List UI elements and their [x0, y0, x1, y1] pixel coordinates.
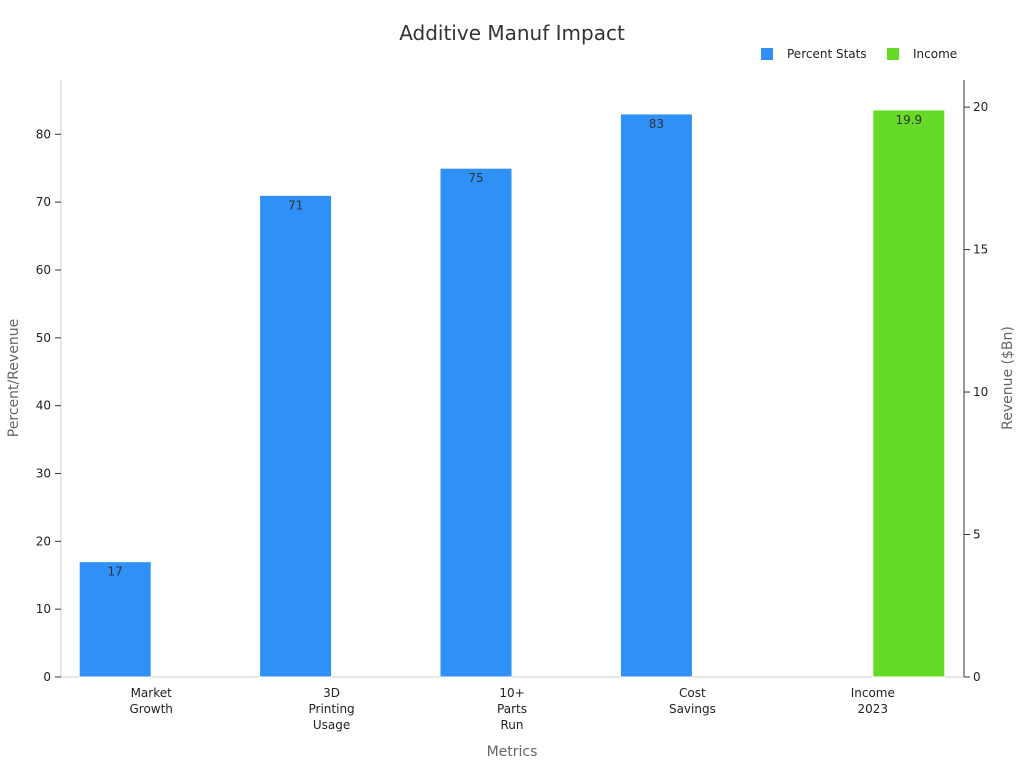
- y2-tick-label-1: 5: [973, 528, 981, 542]
- y2-tick-label-3: 15: [973, 243, 988, 257]
- x-tick-label-line: Market: [131, 686, 173, 700]
- bar-0-0: [78, 561, 152, 678]
- x-tick-label-0: Market Growth: [129, 686, 172, 716]
- x-axis-title: Metrics: [487, 744, 538, 760]
- y-tick-label-5: 50: [36, 331, 51, 345]
- x-tick-label-line: Run: [500, 718, 523, 732]
- y-axis-title: Percent/Revenue: [6, 319, 22, 437]
- legend-label-0: Percent Stats: [787, 47, 867, 61]
- chart-title: Additive Manuf Impact: [399, 21, 625, 45]
- x-tick-label-line: Cost: [679, 686, 706, 700]
- x-tick-label-2: 10+ Parts Run: [497, 686, 527, 732]
- x-tick-label-line: 3D: [323, 686, 340, 700]
- x-tick-label-line: Savings: [669, 702, 716, 716]
- data-label-1-4: 19.9: [895, 113, 922, 127]
- x-tick-label-line: Printing: [309, 702, 355, 716]
- y2-tick-label-2: 10: [973, 385, 988, 399]
- y-tick-label-3: 30: [36, 466, 51, 480]
- data-label-0-1: 71: [288, 198, 303, 212]
- y-tick-label-7: 70: [36, 195, 51, 209]
- x-tick-label-line: Growth: [129, 702, 172, 716]
- x-tick-label-3: Cost Savings: [669, 686, 716, 716]
- y2-tick-label-4: 20: [973, 100, 988, 114]
- x-tick-label-1: 3D Printing Usage: [309, 686, 355, 732]
- y-tick-label-2: 20: [36, 534, 51, 548]
- x-tick-label-line: 10+: [499, 686, 524, 700]
- y-tick-label-1: 10: [36, 602, 51, 616]
- legend-swatch-0: [761, 48, 773, 60]
- y-tick-label-6: 60: [36, 263, 51, 277]
- data-label-0-3: 83: [649, 117, 664, 131]
- y-tick-label-0: 0: [43, 670, 51, 684]
- x-tick-label-line: 2023: [858, 702, 889, 716]
- x-tick-label-4: Income 2023: [851, 686, 895, 716]
- legend-label-1: Income: [913, 47, 957, 61]
- data-label-0-2: 75: [468, 171, 483, 185]
- y2-axis-title: Revenue ($Bn): [1000, 326, 1016, 430]
- bar-0-1: [259, 194, 333, 678]
- y-tick-label-8: 80: [36, 127, 51, 141]
- bar-0-2: [439, 167, 513, 678]
- plot-area: 0 10 20 30 40 50 60 70 80 0 5 10 15 20 Market Growth 3D P…: [36, 80, 988, 732]
- x-tick-label-line: Parts: [497, 702, 527, 716]
- x-tick-label-line: Income: [851, 686, 895, 700]
- x-tick-label-line: Usage: [313, 718, 350, 732]
- legend: Percent Stats Income: [761, 47, 957, 61]
- bar-0-3: [619, 113, 693, 678]
- y2-tick-label-0: 0: [973, 670, 981, 684]
- data-label-0-0: 17: [108, 565, 123, 579]
- y-tick-label-4: 40: [36, 399, 51, 413]
- legend-swatch-1: [887, 48, 899, 60]
- bar-1-4: [872, 109, 946, 678]
